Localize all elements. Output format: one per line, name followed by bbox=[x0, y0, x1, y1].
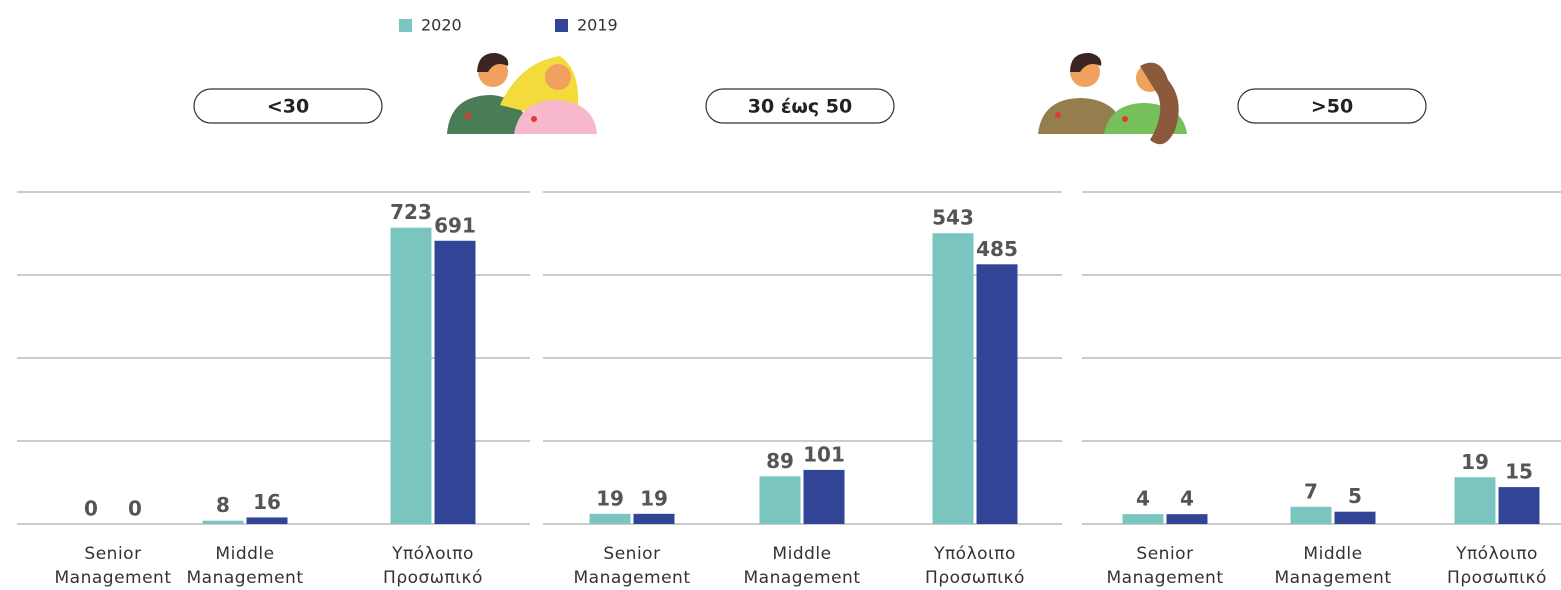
value-label: 19 bbox=[596, 486, 624, 510]
x-tick-label: Senior Management bbox=[1106, 544, 1224, 588]
illustration bbox=[1038, 52, 1187, 145]
bar bbox=[803, 469, 845, 524]
bar bbox=[202, 520, 244, 524]
value-label: 16 bbox=[253, 490, 281, 514]
bar bbox=[932, 233, 974, 525]
value-label: 19 bbox=[1461, 450, 1489, 474]
value-label: 0 bbox=[84, 497, 98, 521]
bar bbox=[1122, 514, 1164, 524]
panel-title: >50 bbox=[1311, 96, 1353, 118]
value-label: 485 bbox=[976, 237, 1018, 261]
legend-swatch bbox=[399, 19, 412, 32]
value-label: 101 bbox=[803, 442, 845, 466]
value-label: 691 bbox=[434, 213, 476, 237]
legend-label: 2019 bbox=[577, 16, 618, 35]
bar bbox=[1334, 511, 1376, 524]
bar bbox=[246, 517, 288, 524]
value-label: 15 bbox=[1505, 460, 1533, 484]
bar bbox=[434, 240, 476, 524]
x-tick-label: Middle Management bbox=[743, 544, 861, 588]
value-label: 0 bbox=[128, 497, 142, 521]
bar bbox=[1290, 506, 1332, 524]
x-tick-label: Senior Management bbox=[573, 544, 691, 588]
x-tick-label: Middle Management bbox=[186, 544, 304, 588]
value-label: 19 bbox=[640, 486, 668, 510]
x-tick-label: Middle Management bbox=[1274, 544, 1392, 588]
panel-title: 30 έως 50 bbox=[748, 96, 852, 118]
bar bbox=[1454, 477, 1496, 524]
title-pill bbox=[705, 88, 895, 124]
title-pill bbox=[1237, 88, 1427, 124]
title-pill bbox=[193, 88, 383, 124]
x-tick-label: Senior Management bbox=[54, 544, 172, 588]
value-label: 4 bbox=[1136, 487, 1150, 511]
bar bbox=[1498, 487, 1540, 524]
legend-label: 2020 bbox=[421, 16, 462, 35]
bar bbox=[589, 513, 631, 524]
legend-swatch bbox=[555, 19, 568, 32]
bar bbox=[390, 227, 432, 525]
bar bbox=[759, 476, 801, 524]
value-label: 5 bbox=[1348, 484, 1362, 508]
x-tick-label: Υπόλοιπο Προσωπικό bbox=[925, 544, 1025, 588]
value-label: 8 bbox=[216, 493, 230, 517]
bar bbox=[633, 513, 675, 524]
value-label: 7 bbox=[1304, 479, 1318, 503]
bar bbox=[1166, 514, 1208, 524]
panel-title: <30 bbox=[267, 96, 309, 118]
illustration bbox=[447, 52, 597, 134]
value-label: 543 bbox=[932, 206, 974, 230]
value-label: 4 bbox=[1180, 487, 1194, 511]
bar bbox=[976, 264, 1018, 524]
value-label: 723 bbox=[390, 200, 432, 224]
value-label: 89 bbox=[766, 449, 794, 473]
x-tick-label: Υπόλοιπο Προσωπικό bbox=[1447, 544, 1547, 588]
x-tick-label: Υπόλοιπο Προσωπικό bbox=[383, 544, 483, 588]
